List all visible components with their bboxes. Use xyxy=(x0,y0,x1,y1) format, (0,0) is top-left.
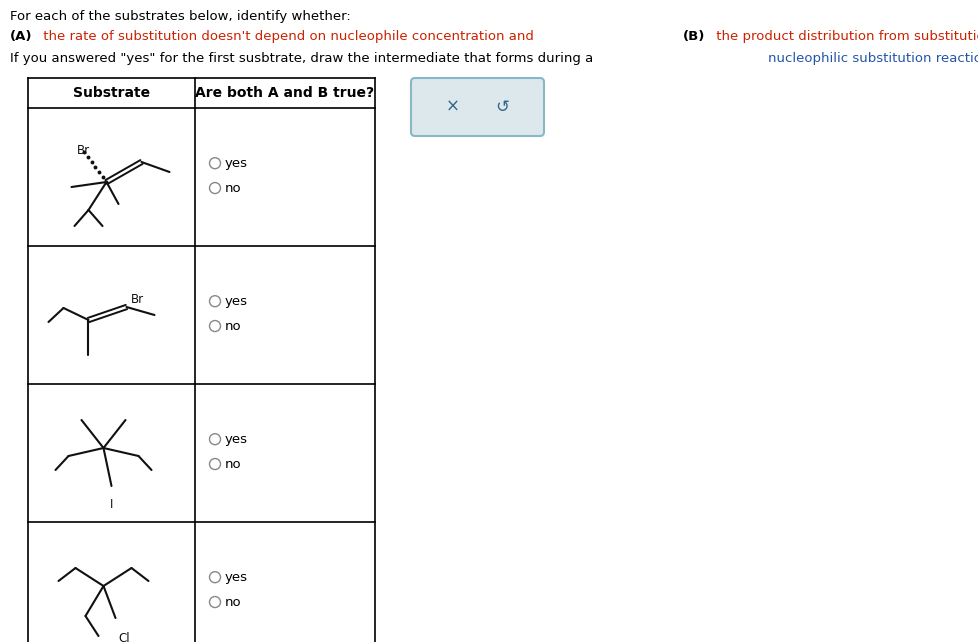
Text: For each of the substrates below, identify whether:: For each of the substrates below, identi… xyxy=(10,10,350,23)
Text: the product distribution from substitution gives a 50/50 mix of enantiomers.: the product distribution from substituti… xyxy=(711,30,978,43)
Text: yes: yes xyxy=(224,295,247,308)
Text: ↺: ↺ xyxy=(495,98,509,116)
Text: no: no xyxy=(224,320,241,333)
Text: Cl: Cl xyxy=(118,632,130,642)
Text: Substrate: Substrate xyxy=(73,86,150,100)
Text: Br: Br xyxy=(77,144,90,157)
Text: If you answered "yes" for the first susbtrate, draw the intermediate that forms : If you answered "yes" for the first susb… xyxy=(10,52,597,65)
FancyBboxPatch shape xyxy=(411,78,544,136)
Text: no: no xyxy=(224,182,241,195)
Text: Are both A and B true?: Are both A and B true? xyxy=(196,86,375,100)
Text: ×: × xyxy=(445,98,459,116)
Text: I: I xyxy=(110,498,113,511)
Text: yes: yes xyxy=(224,433,247,446)
Text: Br: Br xyxy=(130,293,144,306)
Text: no: no xyxy=(224,458,241,471)
Text: nucleophilic substitution reaction: nucleophilic substitution reaction xyxy=(768,52,978,65)
Text: yes: yes xyxy=(224,157,247,169)
Text: (A): (A) xyxy=(10,30,32,43)
Text: the rate of substitution doesn't depend on nucleophile concentration and: the rate of substitution doesn't depend … xyxy=(39,30,538,43)
Text: (B): (B) xyxy=(683,30,705,43)
Text: yes: yes xyxy=(224,571,247,584)
Text: no: no xyxy=(224,596,241,609)
